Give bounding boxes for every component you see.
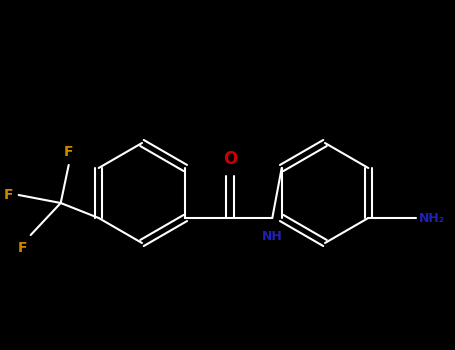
Text: NH₂: NH₂ bbox=[420, 211, 445, 224]
Text: F: F bbox=[18, 241, 28, 255]
Text: O: O bbox=[223, 150, 238, 168]
Text: F: F bbox=[4, 188, 14, 202]
Text: NH: NH bbox=[262, 230, 283, 243]
Text: F: F bbox=[64, 145, 73, 159]
